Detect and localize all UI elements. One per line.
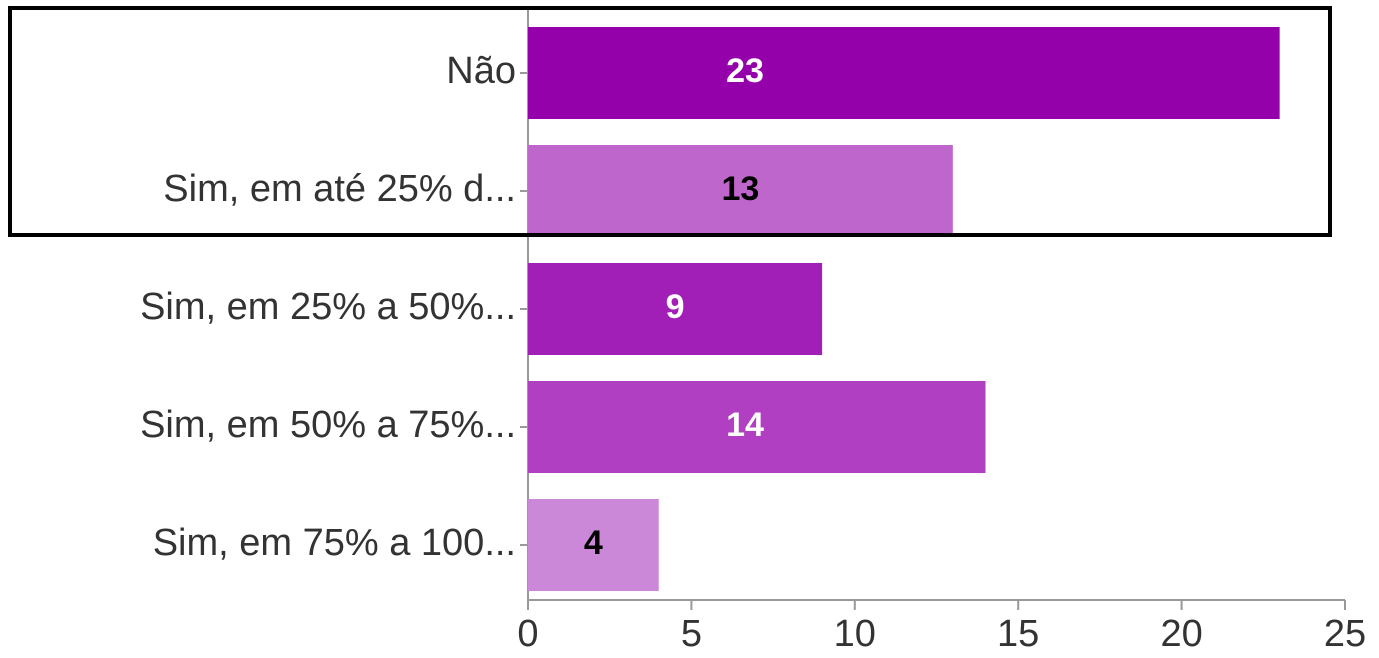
y-tick-label: Sim, em até 25% d... [163, 168, 516, 210]
x-tick-label: 15 [997, 613, 1039, 655]
value-label: 14 [726, 406, 764, 444]
bar [528, 262, 823, 356]
x-tick-label: 20 [1160, 613, 1202, 655]
bar [528, 498, 659, 592]
value-label: 13 [722, 170, 760, 208]
highlight-box [8, 6, 1332, 237]
bar [528, 26, 1280, 120]
x-tick-label: 0 [517, 613, 538, 655]
y-tick-label: Não [446, 50, 516, 92]
y-tick-label: Sim, em 25% a 50%... [140, 286, 516, 328]
value-label: 23 [726, 52, 764, 90]
x-tick-label: 5 [681, 613, 702, 655]
x-tick-label: 25 [1324, 613, 1366, 655]
x-tick-label: 10 [834, 613, 876, 655]
bar [528, 380, 986, 474]
value-label: 4 [584, 524, 603, 562]
y-tick-label: Sim, em 75% a 100... [153, 522, 516, 564]
bar [528, 144, 953, 238]
value-label: 9 [666, 288, 685, 326]
y-tick-label: Sim, em 50% a 75%... [140, 404, 516, 446]
